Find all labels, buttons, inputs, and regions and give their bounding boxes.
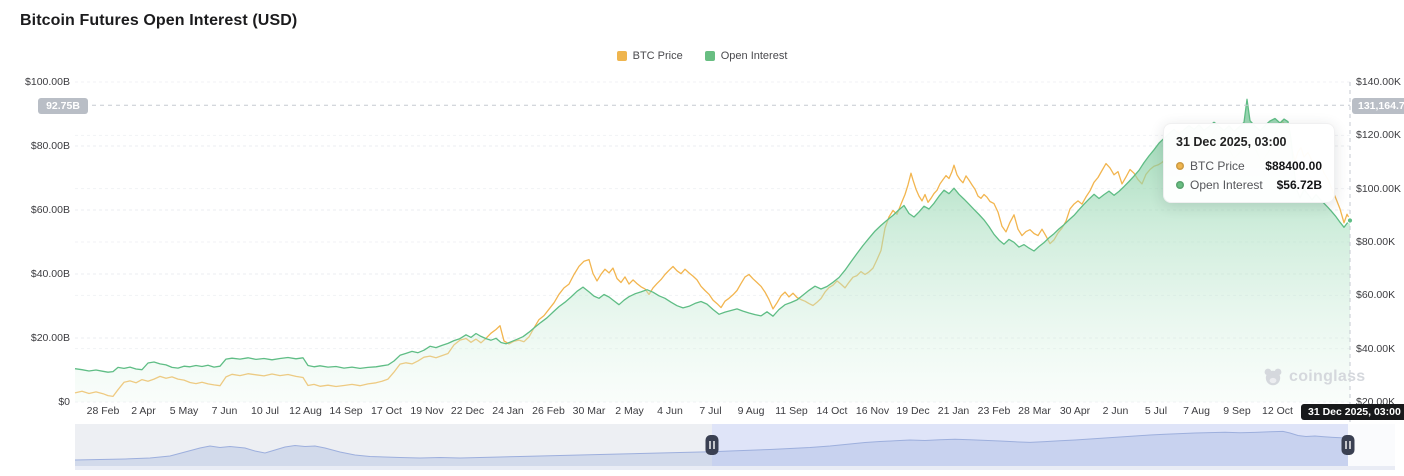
navigator-right-handle[interactable]	[1341, 435, 1355, 455]
x-axis-tick: 19 Nov	[410, 405, 444, 417]
btc-price-high-badge: 131,164.74	[1352, 98, 1404, 114]
left-axis-tick: $40.00B	[30, 268, 70, 280]
x-axis-tick: 5 May	[169, 405, 199, 417]
right-axis-tick: $100.00K	[1356, 182, 1401, 195]
left-axis-tick: $100.00B	[25, 76, 70, 88]
right-axis-tick: $60.00K	[1356, 289, 1396, 302]
x-axis-tick: 7 Jul	[699, 405, 722, 417]
x-axis-tick: 7 Jun	[211, 405, 238, 417]
x-axis-tick: 5 Jul	[1144, 405, 1168, 417]
coinglass-bear-icon	[1264, 368, 1282, 386]
x-axis-tick: 10 Jul	[250, 405, 280, 417]
legend-label: Open Interest	[720, 50, 788, 62]
legend-label: BTC Price	[632, 50, 683, 62]
x-axis-tick: 30 Mar	[572, 405, 606, 417]
legend-item-open-interest[interactable]: Open Interest	[704, 50, 788, 62]
tooltip-row: BTC Price $88400.00	[1176, 159, 1322, 173]
x-axis-tick: 21 Jan	[937, 405, 970, 417]
tooltip-title: 31 Dec 2025, 03:00	[1176, 135, 1287, 149]
x-axis-tick: 2 May	[615, 405, 644, 417]
tooltip-series-label: Open Interest	[1190, 178, 1263, 192]
x-axis-tick: 24 Jan	[492, 405, 524, 417]
x-axis-tick: 30 Apr	[1059, 405, 1091, 417]
legend-item-btc-price[interactable]: BTC Price	[616, 50, 683, 62]
tooltip-series-value: $56.72B	[1276, 178, 1322, 192]
x-axis-tick: 28 Feb	[86, 405, 120, 417]
x-axis-tick: 28 Mar	[1018, 405, 1051, 417]
open-interest-high-badge: 92.75B	[38, 98, 88, 114]
right-axis-tick: $120.00K	[1356, 129, 1401, 142]
series-dot-icon	[1176, 162, 1184, 170]
x-axis-tick: 19 Dec	[896, 405, 930, 417]
right-axis-tick: $80.00K	[1356, 236, 1396, 248]
chart-tooltip: 31 Dec 2025, 03:00 BTC Price $88400.00 Ope…	[1163, 123, 1335, 203]
right-axis-tick: $140.00K	[1356, 76, 1401, 88]
navigator-left-handle[interactable]	[705, 435, 719, 455]
left-axis-tick: $60.00B	[30, 204, 70, 216]
x-axis-tick: 14 Sep	[329, 405, 363, 417]
x-axis-tick: 9 Aug	[737, 405, 765, 417]
x-axis-tick: 12 Oct	[1262, 405, 1293, 417]
series-dot-icon	[1176, 181, 1184, 189]
x-axis-tick: 7 Aug	[1183, 405, 1210, 417]
tooltip-series-label: BTC Price	[1190, 159, 1245, 173]
left-axis-tick: $20.00B	[30, 332, 70, 344]
x-axis-tick: 26 Feb	[532, 405, 565, 417]
x-axis-tick: 12 Aug	[289, 405, 322, 417]
x-axis-tick: 23 Feb	[977, 405, 1011, 417]
x-axis-tick: 17 Oct	[371, 405, 402, 417]
x-axis-tick: 11 Sep	[775, 405, 808, 417]
tooltip-series-value: $88400.00	[1265, 159, 1322, 173]
page-title: Bitcoin Futures Open Interest (USD)	[20, 12, 298, 29]
x-axis-tick: 14 Oct	[816, 405, 848, 417]
left-axis-tick: $80.00B	[30, 140, 70, 152]
legend-swatch-icon	[704, 51, 715, 61]
legend: BTC Price Open Interest	[0, 50, 1404, 62]
x-axis-tick: 2 Jun	[1102, 405, 1129, 417]
legend-swatch-icon	[616, 51, 627, 61]
x-axis-crosshair-label: 31 Dec 2025, 03:00	[1301, 404, 1404, 420]
x-axis-tick: 9 Sep	[1223, 405, 1251, 417]
coinglass-watermark: coinglass	[1262, 366, 1366, 388]
x-axis-tick: 22 Dec	[450, 405, 485, 417]
x-axis-tick: 16 Nov	[855, 405, 890, 417]
x-axis-tick: 4 Jun	[657, 405, 683, 417]
watermark-text: coinglass	[1289, 368, 1366, 385]
right-axis-tick: $40.00K	[1356, 342, 1396, 355]
left-axis-tick: $0	[58, 396, 70, 408]
tooltip-row: Open Interest $56.72B	[1176, 178, 1322, 192]
x-axis-tick: 2 Apr	[131, 405, 156, 417]
